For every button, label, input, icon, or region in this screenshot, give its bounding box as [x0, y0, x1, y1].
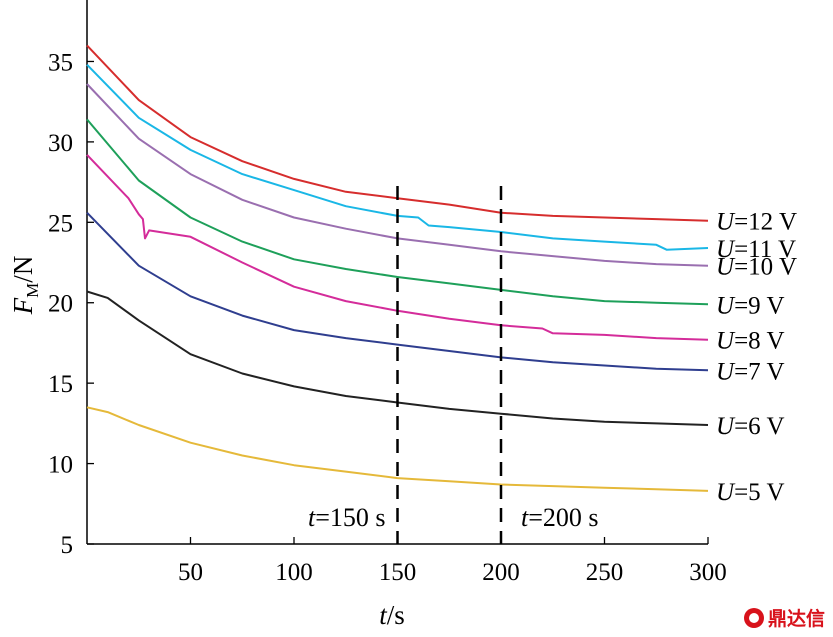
series-label: U=5 V	[716, 479, 785, 506]
y-tick-label: 30	[48, 130, 73, 157]
series-line	[86, 406, 709, 492]
watermark-logo-icon	[743, 607, 764, 628]
annotation-label: t=150 s	[308, 503, 386, 532]
x-tick-label: 250	[586, 559, 624, 586]
series-label: U=12 V	[716, 209, 797, 236]
y-tick-label: 35	[48, 49, 73, 76]
series-line	[86, 64, 709, 251]
x-tick-label: 150	[379, 559, 417, 586]
series-line	[86, 118, 709, 306]
x-tick-label: 100	[275, 559, 313, 586]
annotation-label: t=200 s	[521, 503, 599, 532]
series-label: U=6 V	[716, 413, 785, 440]
series-label: U=11 V	[716, 236, 796, 263]
y-tick-label: 20	[48, 291, 73, 318]
x-axis-title: t/s	[379, 600, 405, 630]
x-tick-label: 50	[178, 559, 203, 586]
x-tick-label: 200	[482, 559, 520, 586]
y-axis-title: FM/N	[8, 256, 42, 316]
watermark: 鼎达信	[743, 604, 825, 631]
y-tick-label: 5	[61, 532, 74, 559]
series-line	[86, 212, 709, 372]
series-label: U=10 V	[716, 254, 797, 281]
y-tick-label: 15	[48, 371, 73, 398]
series-line	[86, 154, 709, 341]
watermark-text: 鼎达信	[767, 608, 825, 630]
series-label: U=8 V	[716, 328, 785, 355]
series-label-layer: U=12 VU=11 VU=10 V U=9 V U=8 V U=7 V U=6 V U=…	[716, 209, 797, 506]
y-tick-label: 25	[48, 210, 73, 237]
x-tick-label: 300	[689, 559, 727, 586]
series-label: U=9 V	[716, 292, 785, 319]
annotation-layer: t=150 s t=200 s	[308, 186, 599, 544]
y-tick-label: 10	[48, 452, 73, 479]
series-line	[86, 290, 709, 426]
axes: 50 100 150 200 250 300 5 10 15 20 25 30 35	[48, 0, 727, 586]
series-label: U=7 V	[716, 358, 785, 385]
